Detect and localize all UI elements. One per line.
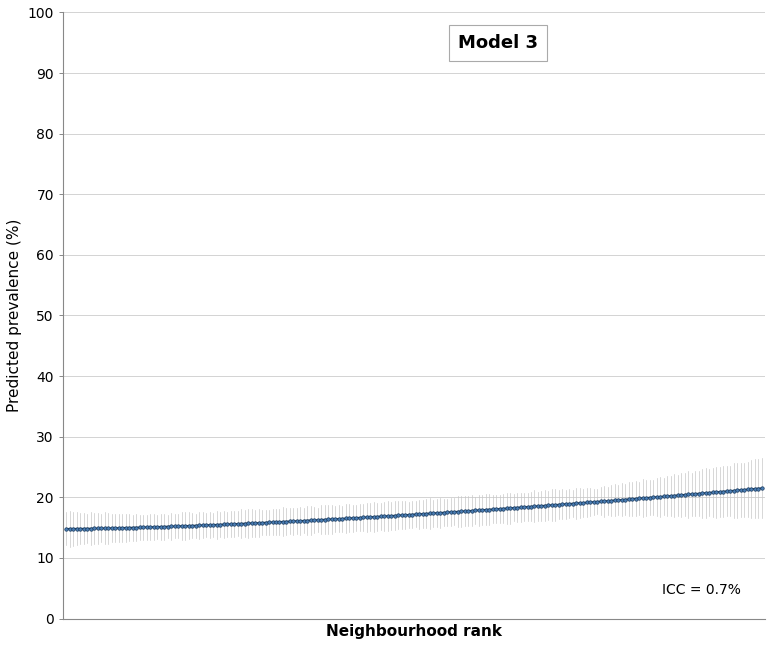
Text: ICC = 0.7%: ICC = 0.7% [662, 583, 740, 598]
Text: Model 3: Model 3 [459, 34, 538, 52]
X-axis label: Neighbourhood rank: Neighbourhood rank [326, 624, 502, 639]
Y-axis label: Predicted prevalence (%): Predicted prevalence (%) [7, 219, 22, 412]
